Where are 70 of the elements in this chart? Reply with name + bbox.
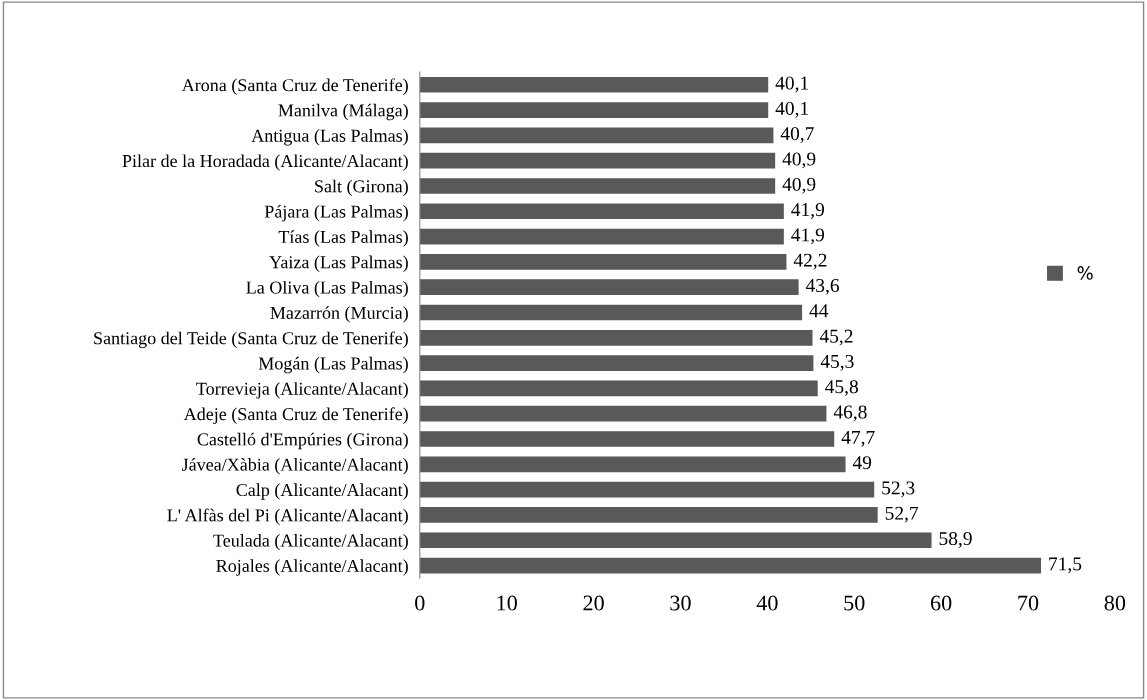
bar [419, 380, 818, 397]
y-tick-label: Yaiza (Las Palmas) [269, 255, 408, 272]
data-label: 40,9 [782, 152, 816, 169]
y-tick-label: L' Alfàs del Pi (Alicante/Alacant) [167, 508, 408, 526]
y-tick-label: Castelló d'Empúries (Girona) [197, 432, 408, 450]
x-tick-label: 50 [844, 595, 865, 611]
y-tick-label: Pájara (Las Palmas) [264, 205, 408, 222]
y-tick-label: Adeje (Santa Cruz de Tenerife) [183, 407, 408, 424]
data-label: 45,3 [820, 354, 854, 371]
y-tick-label: Calp (Alicante/Alacant) [236, 483, 408, 500]
data-label: 49 [852, 456, 872, 470]
bar [419, 279, 799, 296]
data-label: 46,8 [833, 405, 867, 422]
bar [419, 456, 846, 473]
x-tick-label: 20 [583, 595, 604, 611]
data-label: 43,6 [805, 278, 840, 295]
bar [419, 152, 776, 169]
x-tick-label: 30 [670, 595, 691, 611]
x-tick-label: 80 [1104, 595, 1126, 611]
bar [419, 557, 1042, 574]
bar [419, 228, 784, 245]
bar [419, 304, 803, 321]
bar [419, 329, 813, 346]
y-tick-label: Tías (Las Palmas) [278, 230, 408, 247]
data-label: 52,3 [882, 481, 915, 498]
bar [419, 102, 769, 118]
y-tick-label: Torrevieja (Alicante/Alacant) [196, 382, 408, 399]
data-label: 41,9 [791, 203, 825, 219]
data-label: 40,7 [780, 127, 814, 144]
data-label: 45,8 [825, 380, 858, 397]
y-tick-label: Arona (Santa Cruz de Tenerife) [181, 78, 408, 95]
legend-label: % [1077, 266, 1093, 280]
data-label: 42,2 [793, 253, 827, 270]
bar [419, 405, 827, 422]
x-tick-label: 10 [497, 595, 517, 611]
data-label: 40,1 [775, 101, 809, 118]
y-tick-label: Jávea/Xàbia (Alicante/Alacant) [181, 458, 408, 475]
bar [419, 431, 835, 447]
x-tick-label: 40 [756, 595, 778, 611]
data-label: 41,9 [791, 228, 825, 245]
data-label: 52,7 [885, 506, 919, 523]
bar [419, 178, 776, 194]
bar [419, 254, 787, 270]
bar [419, 203, 784, 220]
y-tick-label: Manilva (Málaga) [278, 103, 408, 121]
bar [419, 76, 769, 93]
data-label: 40,1 [775, 76, 809, 93]
bar [419, 355, 814, 371]
data-label: 44 [809, 304, 829, 318]
bar [419, 127, 774, 144]
y-tick-label: Antigua (Las Palmas) [251, 129, 408, 146]
y-tick-label: Teulada (Alicante/Alacant) [213, 533, 408, 551]
x-tick-label: 0 [415, 595, 425, 611]
y-tick-label: Mazarrón (Murcia) [270, 306, 408, 323]
data-label: 58,9 [939, 531, 972, 548]
y-tick-label: La Oliva (Las Palmas) [246, 280, 408, 298]
y-tick-label: Rojales (Alicante/Alacant) [216, 559, 408, 576]
x-tick-label: 60 [930, 595, 952, 611]
y-tick-label: Santiago del Teide (Santa Cruz de Tenerife) [94, 331, 408, 349]
y-tick-label: Salt (Girona) [315, 179, 408, 197]
x-tick-label: 70 [1018, 595, 1039, 611]
bar [419, 532, 932, 549]
y-tick-label: Pilar de la Horadada (Alicante/Alacant) [122, 154, 408, 171]
bar [419, 507, 878, 523]
bar [419, 481, 875, 498]
data-label: 40,9 [782, 177, 816, 194]
data-label: 45,2 [819, 329, 853, 346]
data-label: 71,5 [1049, 557, 1082, 574]
data-label: 47,7 [841, 430, 875, 447]
y-tick-label: Mogán (Las Palmas) [258, 356, 408, 374]
